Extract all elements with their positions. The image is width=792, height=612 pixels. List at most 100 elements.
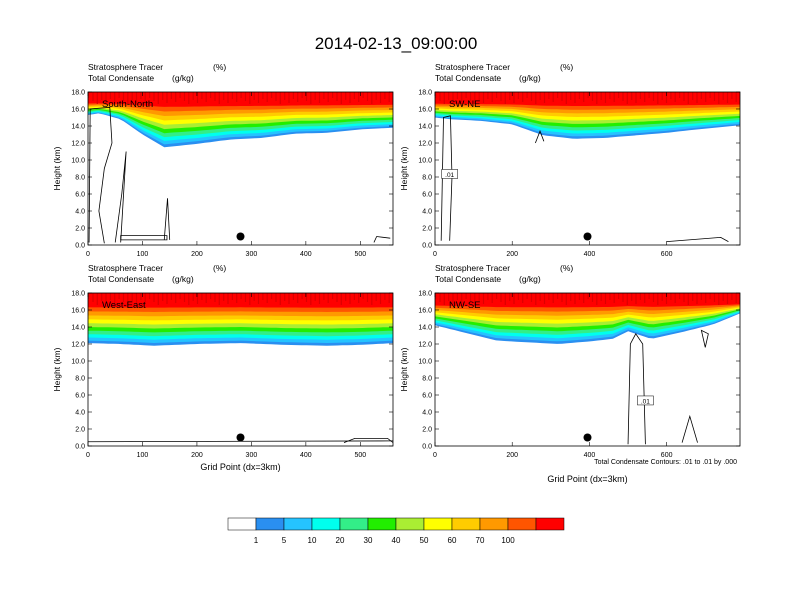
- tracer-speckle: [149, 293, 151, 299]
- tracer-speckle: [314, 293, 316, 301]
- tracer-speckle: [578, 293, 580, 300]
- tracer-speckle: [323, 92, 325, 99]
- tracer-speckle: [153, 293, 155, 302]
- tracer-speckle: [88, 293, 90, 299]
- tracer-speckle: [652, 293, 655, 302]
- tracer-speckle: [353, 293, 355, 300]
- tracer-speckle: [465, 293, 467, 299]
- xtick-label: 500: [354, 452, 366, 459]
- tracer-speckle: [218, 92, 220, 104]
- tracer-speckle: [105, 92, 107, 103]
- tracer-speckle: [591, 293, 594, 302]
- tracer-speckle: [336, 293, 338, 302]
- colorbar-label: 5: [282, 536, 287, 545]
- panel-string-condensate-unit: (g/kg): [172, 274, 194, 284]
- tracer-speckle: [157, 92, 159, 104]
- tracer-speckle: [149, 92, 151, 98]
- tracer-speckle: [162, 293, 164, 301]
- tracer-speckle: [127, 293, 129, 305]
- tracer-speckle: [482, 293, 485, 304]
- ytick-label: 4.0: [75, 410, 85, 417]
- tracer-speckle: [144, 92, 146, 102]
- tracer-speckle: [548, 293, 550, 300]
- panel-label: SW-NE: [449, 99, 481, 110]
- xtick-label: 300: [246, 452, 258, 459]
- tracer-speckle: [561, 92, 563, 101]
- tracer-speckle: [469, 92, 472, 101]
- tracer-speckle: [240, 92, 242, 98]
- tracer-speckle: [310, 92, 312, 104]
- tracer-speckle: [644, 293, 646, 303]
- panel-string-condensate-unit: (g/kg): [519, 274, 541, 284]
- ytick-label: 8.0: [75, 376, 85, 383]
- tracer-speckle: [731, 92, 733, 99]
- tracer-speckle: [574, 92, 576, 103]
- tracer-speckle: [513, 293, 515, 304]
- tracer-speckle: [535, 293, 537, 305]
- tracer-speckle: [456, 293, 458, 300]
- panel-west-east: Stratosphere Tracer (%) Total Condensate (g…: [52, 263, 394, 472]
- tracer-speckle: [249, 92, 251, 104]
- panel-string-tracer: Stratosphere Tracer: [88, 263, 163, 273]
- tracer-speckle: [201, 92, 203, 99]
- tracer-speckle: [118, 293, 120, 299]
- marker-dot: [236, 232, 245, 241]
- tracer-speckle: [596, 92, 598, 104]
- plot-frame: [87, 292, 394, 447]
- tracer-speckle: [435, 293, 437, 299]
- tracer-speckle: [604, 92, 607, 103]
- tracer-speckle: [223, 293, 225, 301]
- xtick-label: 600: [661, 452, 673, 459]
- tracer-speckle: [236, 293, 238, 303]
- tracer-speckle: [735, 92, 737, 102]
- tracer-speckle: [683, 92, 685, 101]
- xlabel: Grid Point (dx=3km): [547, 474, 627, 484]
- colorbar-label: 20: [336, 536, 345, 545]
- tracer-speckle: [362, 293, 364, 299]
- tracer-speckle: [327, 92, 329, 102]
- contour-line: [120, 235, 168, 241]
- contour-line: [627, 333, 646, 445]
- tracer-speckle: [92, 293, 94, 302]
- ytick-label: 6.0: [422, 393, 432, 400]
- tracer-speckle: [205, 92, 207, 102]
- tracer-speckle: [166, 293, 168, 304]
- ytick-label: 18.0: [418, 291, 432, 298]
- colorbar-swatch: [255, 517, 285, 531]
- tracer-speckle: [613, 293, 615, 303]
- tracer-speckle: [526, 293, 528, 299]
- tracer-speckle: [687, 92, 689, 104]
- ytick-label: 16.0: [71, 107, 85, 114]
- tracer-speckle: [131, 92, 133, 100]
- tracer-speckle: [175, 293, 177, 303]
- tracer-speckle: [504, 92, 506, 104]
- tracer-speckle: [284, 92, 286, 100]
- tracer-band-100: [435, 293, 740, 308]
- tracer-speckle: [439, 293, 441, 302]
- tracer-speckle: [379, 92, 382, 103]
- colorbar-swatch: [367, 517, 397, 531]
- ytick-label: 4.0: [422, 209, 432, 216]
- colorbar-swatch: [311, 517, 341, 531]
- ylabel: Height (km): [399, 347, 409, 391]
- colorbar-label: 1: [254, 536, 259, 545]
- tracer-speckle: [509, 92, 511, 100]
- tracer-speckle: [327, 293, 329, 303]
- tracer-speckle: [526, 92, 528, 98]
- tracer-speckle: [670, 293, 672, 300]
- tracer-speckle: [101, 293, 103, 301]
- tracer-speckle: [101, 92, 103, 100]
- tracer-speckle: [700, 92, 702, 99]
- marker-dot: [583, 433, 592, 442]
- colorbar-swatch: [395, 517, 425, 531]
- ytick-label: 0.0: [75, 243, 85, 250]
- panel-string-tracer-unit: (%): [560, 62, 573, 72]
- tracer-speckle: [574, 293, 576, 304]
- tracer-speckle: [448, 293, 450, 301]
- contour-line: [681, 414, 698, 443]
- tracer-speckle: [570, 92, 572, 100]
- tracer-speckle: [631, 92, 633, 100]
- panel-string-tracer: Stratosphere Tracer: [88, 62, 163, 72]
- tracer-speckle: [366, 92, 369, 101]
- tracer-speckle: [214, 92, 216, 101]
